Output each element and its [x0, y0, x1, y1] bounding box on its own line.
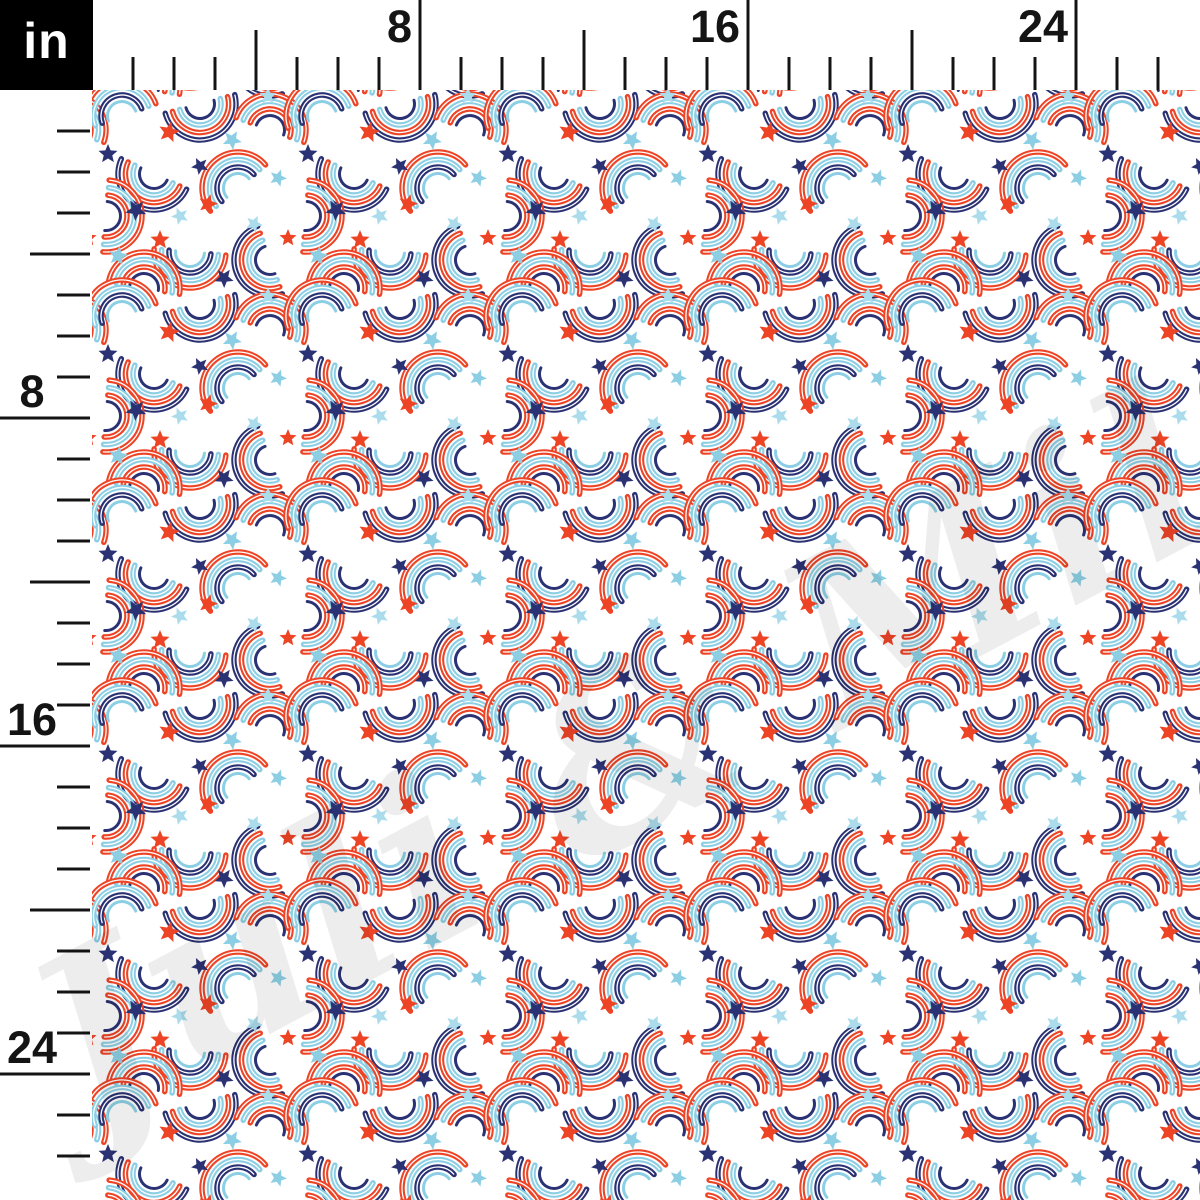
- ruler-left-number: 16: [6, 694, 58, 745]
- ruler-left-number: 24: [6, 1022, 58, 1073]
- ruler-top-number: 8: [386, 1, 412, 52]
- unit-label: in: [23, 13, 70, 69]
- ruler-left-number: 8: [19, 366, 45, 417]
- ruler-top-number: 24: [1017, 1, 1068, 52]
- fabric-swatch: [92, 90, 1200, 1200]
- unit-box: in: [0, 0, 93, 90]
- ruler-ticks: [0, 0, 1160, 1158]
- ruler-top-number: 16: [689, 1, 740, 52]
